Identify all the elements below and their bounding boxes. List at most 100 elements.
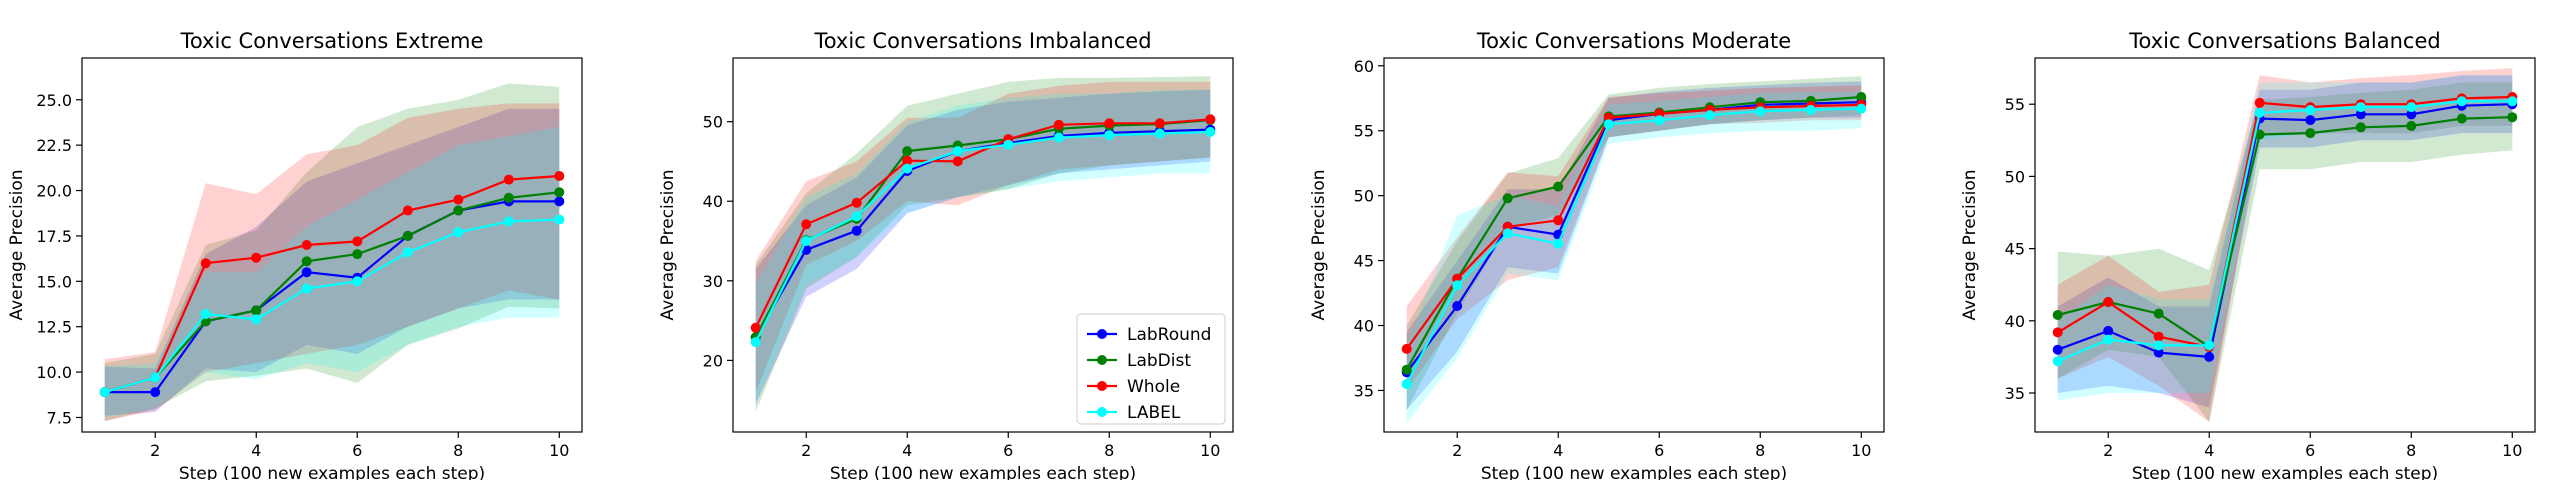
legend-box (1076, 313, 1226, 425)
data-point-whole (1053, 119, 1064, 130)
series-line-label (2057, 100, 2513, 363)
data-point-labdist (453, 205, 464, 216)
data-point-whole (1154, 118, 1165, 129)
data-point-label (902, 163, 913, 174)
y-tick-label: 55 (2005, 95, 2025, 114)
data-point-label (1053, 132, 1064, 143)
data-point-labdist (2305, 128, 2316, 139)
x-tick-label: 6 (1003, 441, 1013, 460)
data-point-labround (2204, 351, 2215, 362)
y-tick-label: 45 (2005, 240, 2025, 259)
y-tick-label: 25.0 (36, 91, 72, 110)
series-line-labdist (2057, 116, 2513, 349)
data-point-label (1553, 238, 1564, 249)
data-point-label (2305, 105, 2316, 115)
chart-panel-2: 2 4 6 8 10 20 30 40 50 Toxic Conversations Imbala… (658, 29, 1234, 480)
x-tick-label: 8 (453, 441, 463, 460)
data-point-label (1154, 128, 1165, 139)
data-point-labdist (2254, 129, 2265, 140)
data-point-whole (301, 240, 312, 250)
confidence-band-whole (755, 81, 1211, 393)
y-tick-label: 60 (1354, 57, 1374, 76)
y-tick-label: 20 (703, 351, 723, 370)
x-tick-label: 4 (2204, 441, 2214, 460)
data-point-labdist (2153, 308, 2164, 319)
data-point-label (99, 387, 110, 398)
y-tick-label: 12.5 (36, 318, 72, 337)
data-point-label (1704, 110, 1715, 121)
data-point-label (251, 314, 262, 325)
data-point-label (301, 283, 312, 294)
y-axis-label: Average Precision (1309, 169, 1329, 320)
data-point-label (851, 211, 862, 222)
legend-label-whole: Whole (1127, 377, 1180, 397)
chart-panel-4: 2 4 6 8 10 35 40 45 50 55 Toxic Conversations Bala… (1960, 29, 2536, 480)
data-point-labdist (402, 230, 413, 241)
x-tick-label: 8 (2406, 441, 2416, 460)
chart-title: Toxic Conversations Extreme (180, 29, 484, 53)
data-point-label (200, 309, 211, 319)
x-tick-label: 2 (150, 441, 160, 460)
x-tick-label: 10 (1200, 441, 1220, 460)
y-tick-label: 40 (703, 192, 723, 211)
data-point-label (402, 247, 413, 258)
data-point-label (801, 236, 812, 246)
data-point-labdist (2456, 113, 2467, 124)
legend-marker-whole (1097, 381, 1107, 391)
confidence-band-label (755, 89, 1211, 401)
y-tick-label: 40 (2005, 312, 2025, 331)
data-point-label (352, 276, 363, 287)
y-tick-label: 35 (1354, 381, 1374, 400)
data-point-label (2355, 102, 2366, 113)
y-tick-label: 7.5 (47, 408, 72, 427)
y-tick-label: 20.0 (36, 182, 72, 201)
confidence-band-labdist (104, 83, 560, 422)
x-tick-label: 10 (549, 441, 569, 460)
plot-frame (2034, 57, 2536, 433)
data-point-labdist (1856, 92, 1867, 102)
data-point-labdist (251, 305, 262, 316)
y-axis-label: Average Precision (1960, 169, 1980, 320)
data-point-label (2204, 340, 2215, 351)
data-point-whole (200, 258, 211, 269)
legend-marker-labdist (1097, 355, 1107, 365)
chart-title: Toxic Conversations Balanced (2128, 29, 2440, 53)
data-point-whole (952, 156, 963, 167)
y-tick-label: 50 (2005, 167, 2025, 186)
legend-marker-labround (1097, 329, 1107, 339)
data-point-labdist (902, 146, 913, 157)
data-point-whole (851, 197, 862, 208)
data-point-labdist (554, 187, 565, 198)
data-point-whole (750, 322, 761, 333)
series-line-label (754, 130, 1211, 343)
data-point-label (750, 337, 761, 348)
data-point-whole (352, 236, 363, 247)
y-tick-label: 55 (1354, 122, 1374, 141)
y-tick-label: 15.0 (36, 272, 72, 291)
data-point-label (1805, 104, 1816, 115)
data-point-labround (2406, 109, 2417, 120)
series-line-whole (2057, 95, 2513, 349)
x-axis-label: Step (100 new examples each step) (830, 464, 1136, 480)
data-point-label (2153, 340, 2164, 351)
legend: LabRound LabDist Whole LABEL (1076, 313, 1226, 425)
data-point-label (2456, 96, 2467, 107)
data-point-whole (503, 174, 514, 185)
data-point-label (2507, 96, 2518, 107)
x-tick-label: 6 (352, 441, 362, 460)
x-tick-label: 10 (1851, 441, 1871, 460)
data-point-label (1452, 280, 1463, 291)
data-point-whole (902, 155, 913, 166)
data-point-label (1205, 127, 1216, 137)
data-point-whole (2103, 297, 2114, 307)
data-point-whole (1553, 215, 1564, 226)
data-point-labdist (352, 249, 363, 260)
data-point-label (2254, 107, 2265, 118)
data-point-labdist (2507, 112, 2518, 123)
series-line-labround (104, 200, 560, 394)
data-point-labdist (2355, 122, 2366, 133)
data-point-label (1104, 130, 1115, 141)
confidence-band-labround (2057, 75, 2513, 408)
data-point-labround (2153, 347, 2164, 358)
